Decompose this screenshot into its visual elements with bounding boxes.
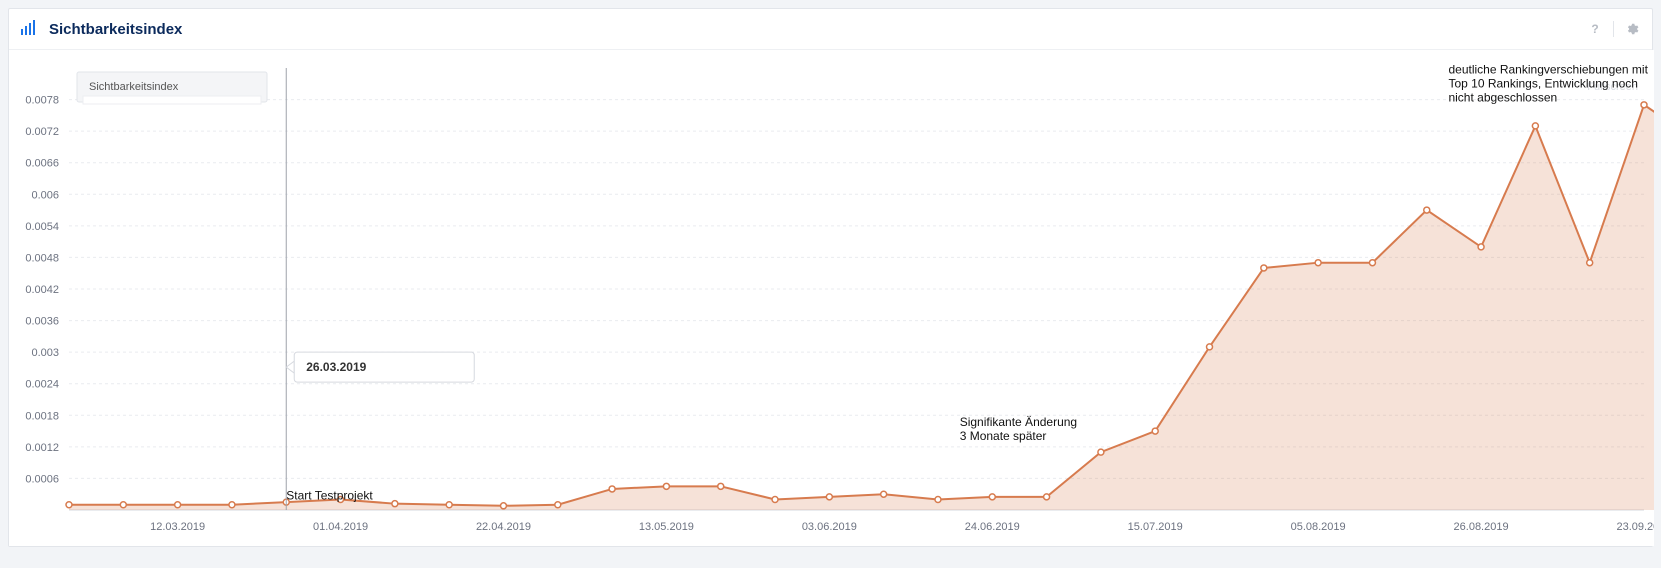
series-dot (1587, 260, 1593, 266)
bars-icon (21, 19, 39, 40)
annotation: Top 10 Rankings, Entwicklung noch (1448, 76, 1637, 90)
svg-text:0.0066: 0.0066 (25, 158, 59, 170)
svg-text:01.04.2019: 01.04.2019 (313, 521, 368, 533)
svg-text:0.0072: 0.0072 (25, 126, 59, 138)
visibility-panel: Sichtbarkeitsindex ? 0.00060.00120.00180… (8, 8, 1653, 547)
svg-text:26.03.2019: 26.03.2019 (306, 360, 366, 374)
series-dot (1424, 207, 1430, 213)
svg-text:24.06.2019: 24.06.2019 (965, 521, 1020, 533)
series-dot (718, 483, 724, 489)
series-dot (826, 494, 832, 500)
svg-text:0.0078: 0.0078 (25, 95, 59, 107)
panel-title: Sichtbarkeitsindex (49, 21, 182, 38)
series-dot (881, 491, 887, 497)
series-dot (1315, 260, 1321, 266)
chart-svg: 0.0006 0.0012 0.0018 0.0024 0.003 0.0036 0.004… (9, 50, 1654, 546)
chart-area: 0.0006 0.0012 0.0018 0.0024 0.003 0.0036 0.004… (9, 50, 1652, 546)
series-dot (663, 483, 669, 489)
panel-tools: ? (1587, 21, 1640, 37)
svg-text:0.0006: 0.0006 (25, 473, 59, 485)
series-dot (1641, 102, 1647, 108)
svg-text:?: ? (1591, 22, 1598, 36)
series-dot (175, 502, 181, 508)
svg-text:03.06.2019: 03.06.2019 (802, 521, 857, 533)
svg-text:0.0018: 0.0018 (25, 410, 59, 422)
series-dot (500, 503, 506, 509)
svg-text:26.08.2019: 26.08.2019 (1454, 521, 1509, 533)
svg-text:0.0024: 0.0024 (25, 379, 59, 391)
svg-text:22.04.2019: 22.04.2019 (476, 521, 531, 533)
panel-header: Sichtbarkeitsindex ? (9, 9, 1652, 50)
svg-text:0.003: 0.003 (31, 347, 59, 359)
svg-text:0.0012: 0.0012 (25, 442, 59, 454)
series-dot (1207, 344, 1213, 350)
series-dot (446, 502, 452, 508)
annotation: 3 Monate später (960, 429, 1047, 443)
series-dot (66, 502, 72, 508)
svg-text:0.0036: 0.0036 (25, 316, 59, 328)
help-icon[interactable]: ? (1587, 21, 1603, 37)
series-dot (229, 502, 235, 508)
svg-text:13.05.2019: 13.05.2019 (639, 521, 694, 533)
series-dot (772, 496, 778, 502)
annotation: Start Testprojekt (286, 488, 373, 502)
series-dot (555, 502, 561, 508)
series-dot (989, 494, 995, 500)
series-dot (120, 502, 126, 508)
series-dot (392, 501, 398, 507)
svg-text:0.0054: 0.0054 (25, 221, 59, 233)
series-dot (1369, 260, 1375, 266)
svg-text:12.03.2019: 12.03.2019 (150, 521, 205, 533)
series-dot (1098, 449, 1104, 455)
series-dot (1478, 244, 1484, 250)
svg-text:0.0042: 0.0042 (25, 284, 59, 296)
series-dot (935, 496, 941, 502)
series-dot (1152, 428, 1158, 434)
svg-text:0.006: 0.006 (31, 189, 59, 201)
annotation: deutliche Rankingverschiebungen mit (1448, 62, 1648, 76)
series-dot (609, 486, 615, 492)
svg-text:05.08.2019: 05.08.2019 (1291, 521, 1346, 533)
series-dot (1261, 265, 1267, 271)
svg-text:23.09.2019: 23.09.2019 (1616, 521, 1654, 533)
series-dot (1532, 123, 1538, 129)
svg-text:15.07.2019: 15.07.2019 (1128, 521, 1183, 533)
gear-icon[interactable] (1624, 21, 1640, 37)
annotation: Signifikante Änderung (960, 415, 1077, 429)
annotation: nicht abgeschlossen (1448, 90, 1557, 104)
svg-text:Sichtbarkeitsindex: Sichtbarkeitsindex (89, 81, 179, 93)
svg-text:0.0048: 0.0048 (25, 252, 59, 264)
series-dot (1044, 494, 1050, 500)
tool-separator (1613, 21, 1614, 37)
